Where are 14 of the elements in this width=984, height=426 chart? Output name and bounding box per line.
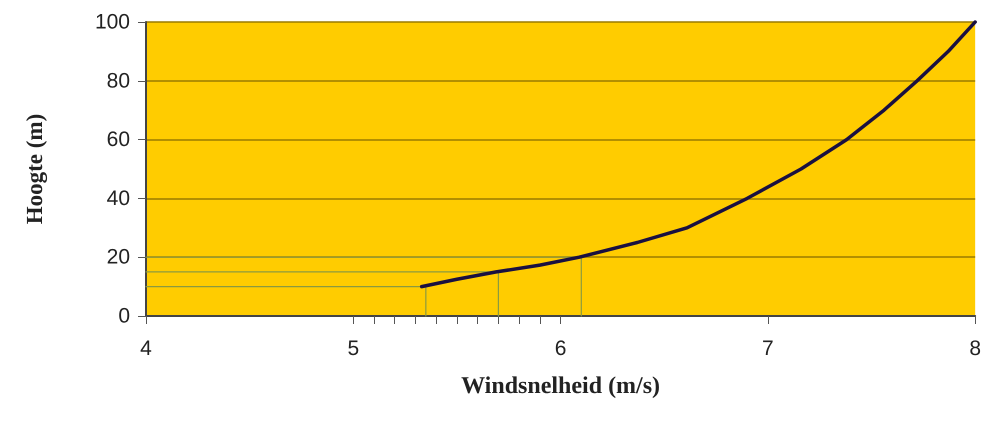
line-series bbox=[420, 20, 977, 288]
x-axis-title: Windsnelheid (m/s) bbox=[461, 373, 660, 399]
y-tick-label: 0 bbox=[118, 304, 130, 328]
y-tick-label: 20 bbox=[106, 246, 130, 269]
x-tick-label: 4 bbox=[140, 337, 152, 360]
x-tick-label: 6 bbox=[554, 337, 566, 360]
y-tick-label: 40 bbox=[106, 186, 130, 210]
y-axis-title: Hoogte (m) bbox=[22, 114, 48, 224]
y-tick-label: 80 bbox=[106, 69, 130, 92]
x-tick-label: 5 bbox=[347, 337, 360, 360]
y-tick-label: 100 bbox=[94, 10, 130, 34]
x-tick-label: 7 bbox=[762, 337, 774, 360]
y-tick-label: 60 bbox=[106, 128, 130, 152]
x-tick-label: 8 bbox=[969, 337, 982, 360]
